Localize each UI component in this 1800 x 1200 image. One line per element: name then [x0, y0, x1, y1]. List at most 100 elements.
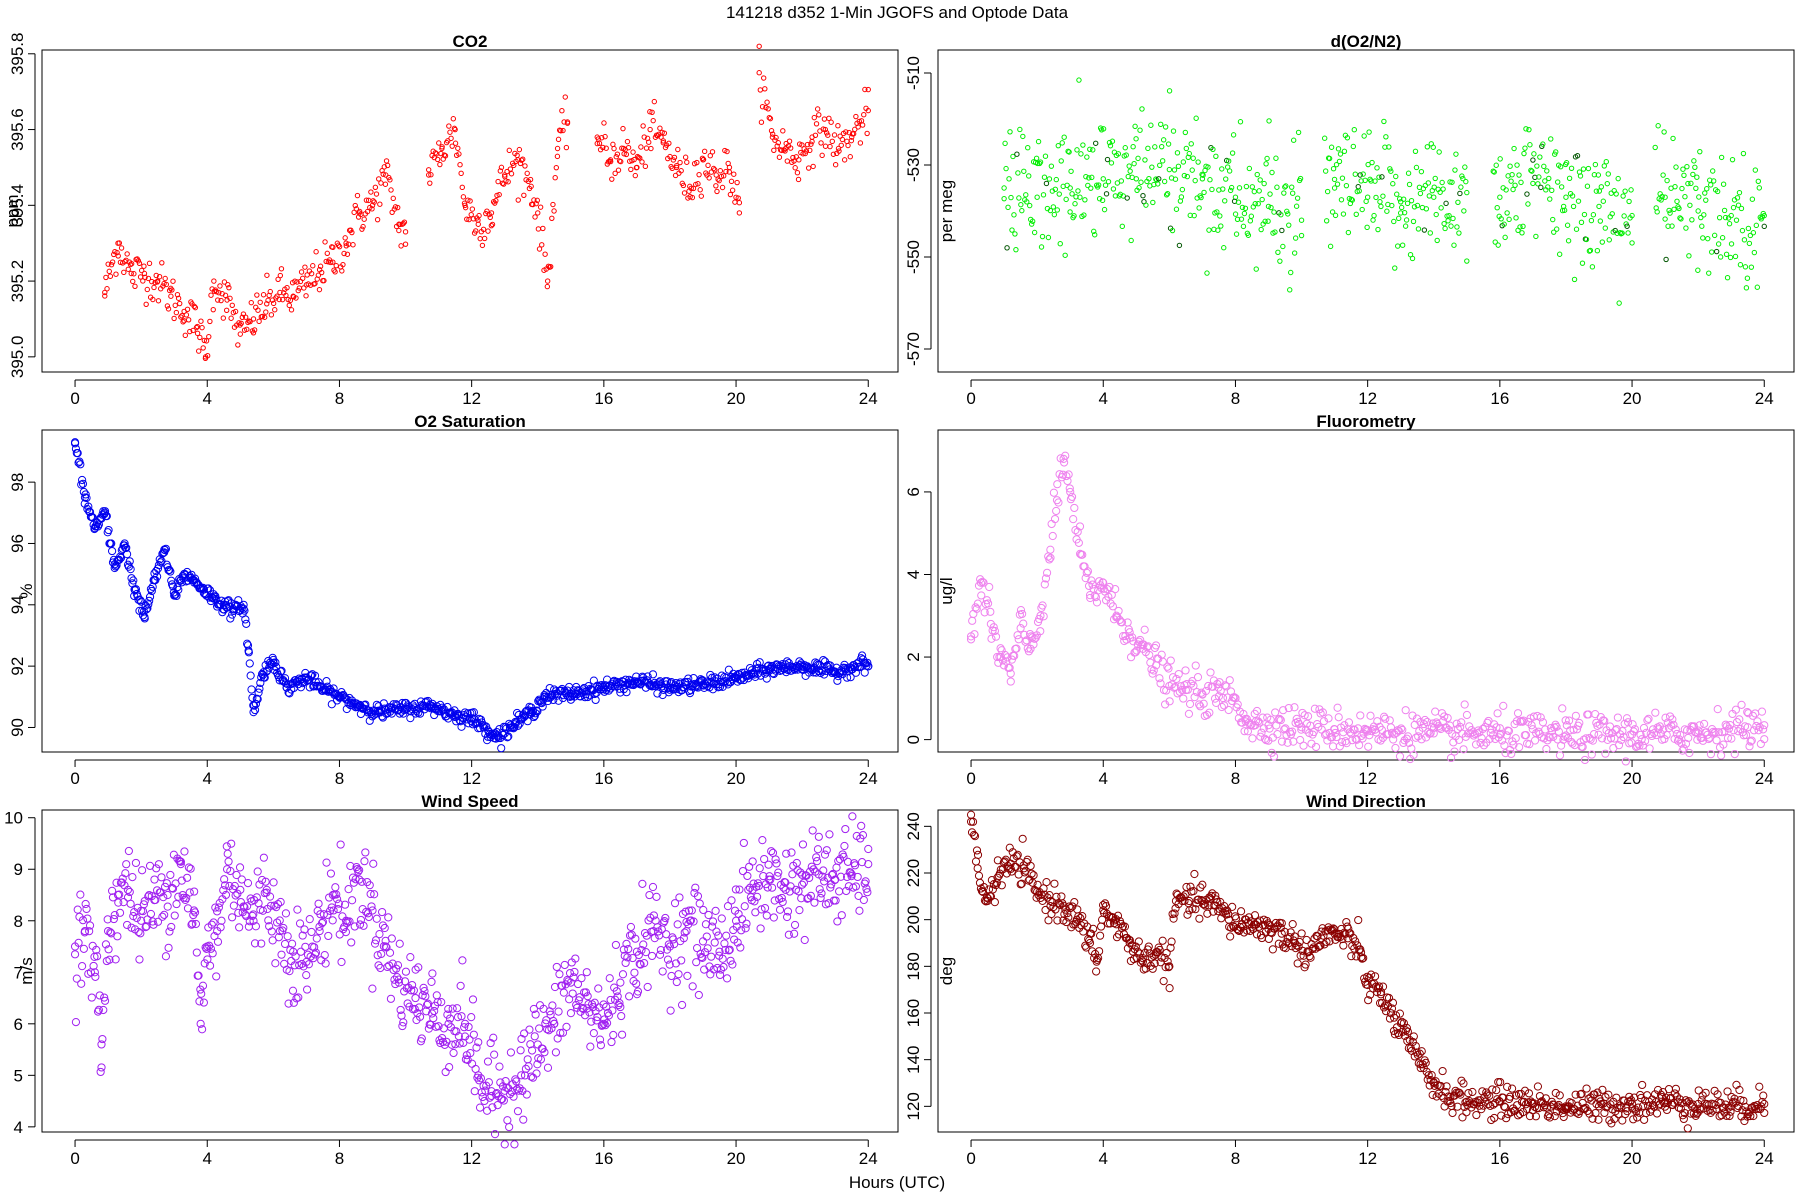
sample-point: [295, 919, 305, 928]
sample-point: [587, 1017, 596, 1026]
sample-point: [830, 151, 837, 157]
sample-point: [1634, 1103, 1643, 1112]
sample-point: [708, 917, 718, 926]
sample-point: [498, 1082, 508, 1091]
sample-point: [1050, 204, 1057, 210]
sample-point: [762, 911, 771, 920]
sample-point: [1362, 725, 1372, 735]
sample-point: [840, 841, 849, 851]
sample-point: [1054, 899, 1063, 908]
sample-point: [818, 872, 827, 881]
sample-point: [1174, 669, 1183, 679]
sample-point: [856, 118, 862, 125]
sample-point: [1559, 1112, 1568, 1122]
sample-point: [345, 917, 354, 926]
sample-point: [332, 895, 342, 904]
sample-point: [1083, 922, 1092, 931]
sample-point: [966, 810, 976, 819]
sample-point: [330, 244, 336, 250]
sample-point: [595, 1035, 605, 1044]
sample-point: [699, 155, 706, 161]
sample-point: [807, 147, 813, 154]
sample-point: [606, 995, 615, 1005]
sample-point: [1512, 182, 1518, 189]
sample-point: [296, 683, 306, 692]
sample-point: [1086, 175, 1092, 181]
sample-point: [1538, 718, 1548, 727]
sample-point: [988, 885, 997, 894]
sample-point: [536, 1055, 546, 1064]
sample-point: [1119, 223, 1125, 230]
y-axis-label: per meg: [937, 180, 956, 242]
sample-point: [1186, 150, 1192, 157]
sample-point: [1568, 165, 1575, 172]
sample-point: [1669, 223, 1675, 229]
sample-point: [434, 156, 441, 163]
sample-point: [790, 929, 799, 938]
sample-point: [1402, 1023, 1411, 1033]
sample-point: [827, 870, 837, 880]
sample-point: [1344, 924, 1353, 933]
sample-point: [145, 592, 155, 601]
sample-point: [251, 327, 258, 333]
sample-point: [987, 875, 996, 885]
sample-point: [1158, 143, 1165, 150]
sample-point: [235, 923, 244, 932]
y-tick-label: 200: [904, 905, 923, 933]
sample-point: [190, 887, 199, 896]
sample-point: [673, 162, 680, 169]
sample-point: [1071, 213, 1077, 219]
y-tick-label: 395.0: [8, 336, 27, 379]
sample-point: [1108, 160, 1115, 166]
sample-point: [71, 444, 81, 453]
sample-point: [694, 990, 703, 1000]
sample-point: [774, 143, 780, 149]
sample-point: [532, 706, 541, 715]
sample-point: [1527, 142, 1533, 148]
sample-point: [284, 999, 293, 1008]
sample-point: [705, 162, 711, 169]
sample-point: [689, 917, 698, 926]
sample-point: [720, 939, 729, 948]
sample-point: [1026, 173, 1032, 179]
sample-point: [195, 997, 204, 1006]
sample-point: [432, 150, 439, 156]
sample-point: [586, 1042, 595, 1051]
sample-point: [190, 908, 200, 917]
sample-point: [1047, 519, 1056, 529]
sample-point: [1297, 929, 1306, 938]
sample-point: [1038, 601, 1047, 610]
sample-point: [632, 172, 638, 179]
sample-point: [1756, 185, 1762, 191]
sample-point: [226, 284, 232, 291]
sample-point: [848, 137, 855, 144]
sample-point: [365, 881, 374, 890]
sample-point: [1521, 731, 1531, 740]
sample-point: [1374, 982, 1384, 991]
sample-point: [1243, 183, 1250, 190]
sample-point: [230, 881, 239, 891]
sample-point: [562, 94, 568, 100]
sample-point: [293, 295, 299, 301]
sample-point: [1413, 164, 1420, 171]
sample-point: [357, 208, 363, 215]
sample-point: [1607, 1119, 1616, 1128]
sample-point: [727, 896, 736, 905]
sample-point: [675, 146, 681, 153]
sample-point: [1305, 952, 1314, 961]
sample-point: [841, 157, 848, 163]
sample-point: [1366, 711, 1375, 720]
sample-point: [355, 920, 365, 929]
sample-point: [694, 159, 700, 166]
sample-point: [370, 939, 380, 948]
sample-point: [677, 159, 683, 166]
sample-point: [973, 850, 983, 859]
sample-point: [298, 931, 307, 940]
sample-point: [617, 1011, 626, 1021]
data-point: [277, 289, 283, 296]
sample-point: [530, 1032, 539, 1041]
sample-point: [1343, 182, 1350, 189]
sample-point: [821, 116, 828, 122]
sample-point: [309, 954, 318, 963]
sample-point: [1737, 262, 1744, 268]
